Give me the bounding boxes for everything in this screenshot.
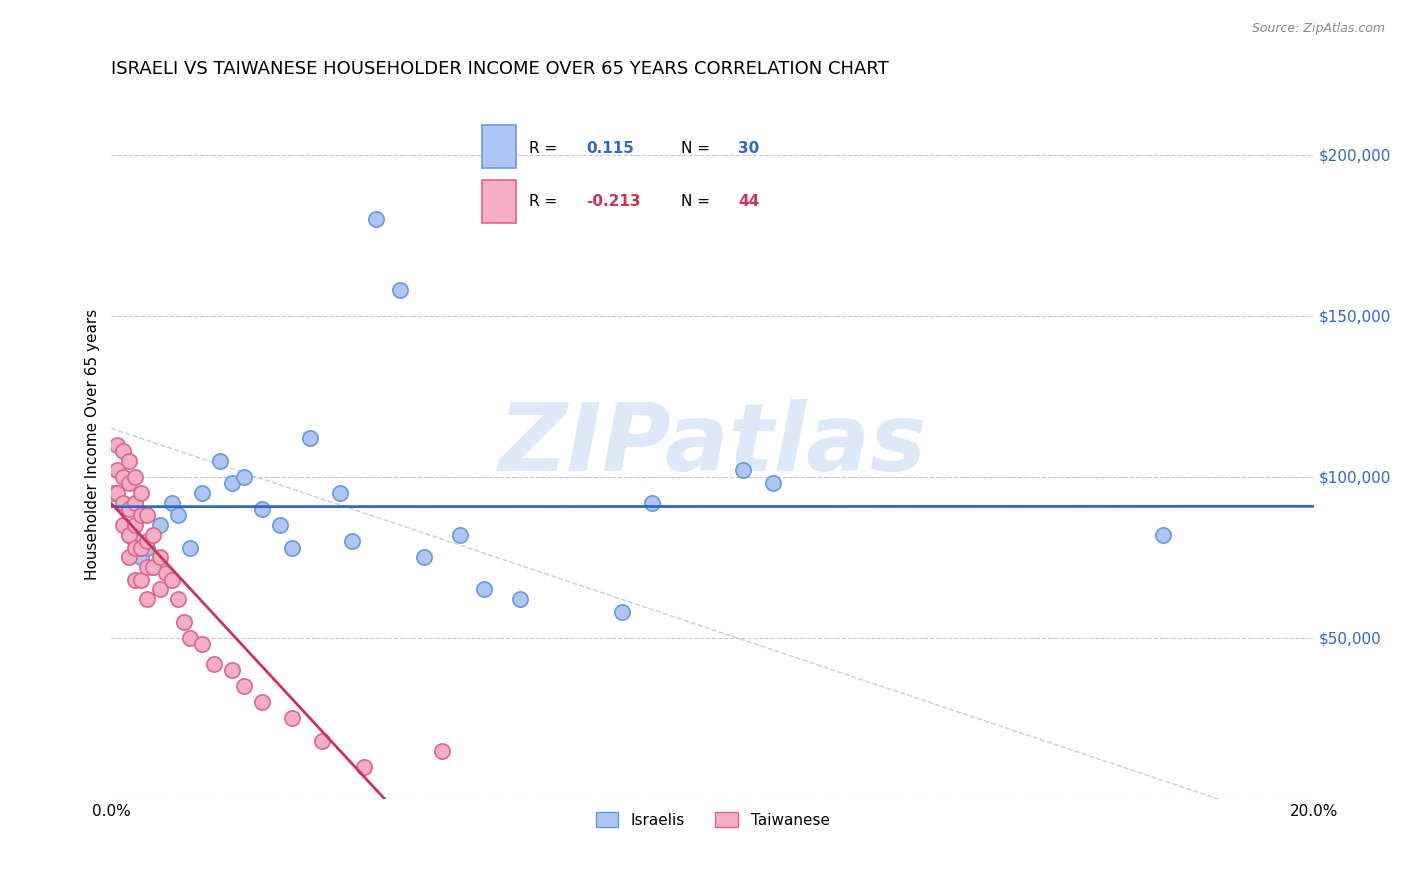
Point [107,437,129,451]
Point [148,550,170,565]
Y-axis label: Householder Income Over 65 years: Householder Income Over 65 years [86,309,100,580]
Point [136,592,159,607]
Point [1153,527,1175,541]
Text: ISRAELI VS TAIWANESE HOUSEHOLDER INCOME OVER 65 YEARS CORRELATION CHART: ISRAELI VS TAIWANESE HOUSEHOLDER INCOME … [111,60,889,78]
Point [250,502,273,516]
Point [430,743,453,757]
Point [281,711,304,725]
Point [142,527,165,541]
Point [131,573,153,587]
Point [142,560,165,574]
Point [269,518,291,533]
Text: Source: ZipAtlas.com: Source: ZipAtlas.com [1251,22,1385,36]
Point [136,508,159,523]
Point [179,631,201,645]
Point [118,527,141,541]
Point [166,508,188,523]
Point [142,560,165,574]
Point [131,541,153,555]
Point [118,476,141,491]
Point [112,469,135,483]
Point [388,283,411,297]
Point [353,759,375,773]
Point [148,518,170,533]
Point [118,550,141,565]
Point [232,469,254,483]
Point [124,469,146,483]
Point [112,495,135,509]
Point [131,486,153,500]
Point [413,550,436,565]
Point [221,476,243,491]
Point [118,502,141,516]
Point [449,527,471,541]
Point [107,486,129,500]
Point [103,486,125,500]
Point [107,463,129,477]
Point [472,582,495,597]
Point [190,637,212,651]
Point [221,663,243,677]
Point [250,695,273,709]
Point [731,463,754,477]
Point [136,534,159,549]
Point [136,560,159,574]
Point [131,508,153,523]
Point [124,534,146,549]
Point [298,431,321,445]
Point [762,476,785,491]
Point [641,495,664,509]
Point [311,734,333,748]
Point [124,541,146,555]
Text: ZIPatlas: ZIPatlas [499,399,927,491]
Point [124,573,146,587]
Point [281,541,304,555]
Point [202,657,225,671]
Point [166,592,188,607]
Point [612,605,634,619]
Point [131,550,153,565]
Point [160,495,183,509]
Point [136,541,159,555]
Point [340,534,363,549]
Point [509,592,531,607]
Point [148,582,170,597]
Point [112,444,135,458]
Point [118,527,141,541]
Point [173,615,195,629]
Point [124,518,146,533]
Point [160,573,183,587]
Point [112,518,135,533]
Point [179,541,201,555]
Point [124,495,146,509]
Point [232,679,254,693]
Point [190,486,212,500]
Point [155,566,177,581]
Point [329,486,352,500]
Point [208,453,231,467]
Point [364,212,387,227]
Legend: Israelis, Taiwanese: Israelis, Taiwanese [589,805,835,834]
Point [118,453,141,467]
